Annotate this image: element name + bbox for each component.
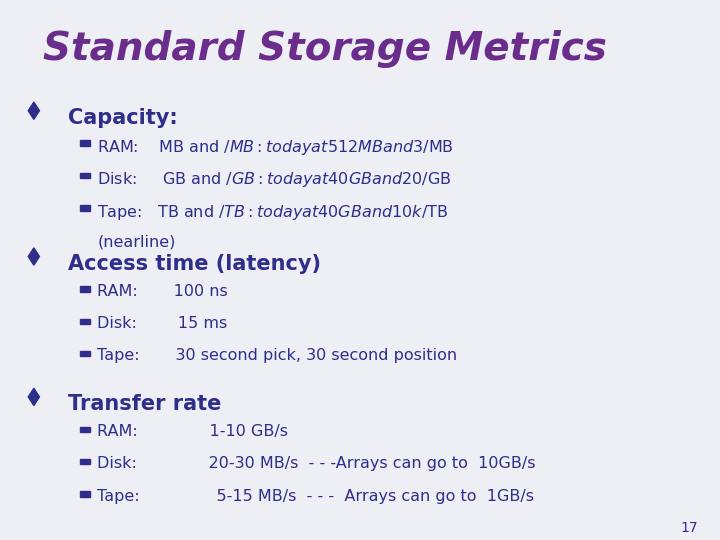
Text: Access time (latency): Access time (latency) [68,254,321,274]
Text: 17: 17 [681,521,698,535]
Polygon shape [80,286,90,292]
Polygon shape [80,173,90,178]
Polygon shape [80,351,90,356]
Text: RAM:    MB and $/MB:  today at  512MB and     3$/MB: RAM: MB and $/MB: today at 512MB and 3$/… [97,138,454,157]
Text: RAM:              1-10 GB/s: RAM: 1-10 GB/s [97,424,288,439]
Polygon shape [80,205,90,211]
Text: Disk:     GB and $/GB:  today at    40GB and   20$/GB: Disk: GB and $/GB: today at 40GB and 20$… [97,170,452,189]
Text: (nearline): (nearline) [97,235,176,250]
Text: Disk:              20-30 MB/s  - - -Arrays can go to  10GB/s: Disk: 20-30 MB/s - - -Arrays can go to 1… [97,456,536,471]
Polygon shape [80,140,90,146]
Text: RAM:       100 ns: RAM: 100 ns [97,284,228,299]
Polygon shape [80,319,90,324]
Text: Capacity:: Capacity: [68,108,178,128]
Polygon shape [28,102,40,119]
Polygon shape [28,388,40,406]
Polygon shape [80,459,90,464]
Text: Tape:               5-15 MB/s  - - -  Arrays can go to  1GB/s: Tape: 5-15 MB/s - - - Arrays can go to 1… [97,489,534,504]
Text: Disk:        15 ms: Disk: 15 ms [97,316,228,331]
Text: Transfer rate: Transfer rate [68,394,222,414]
Text: Tape:   TB and $/TB:  today at    40GB and  10k$/TB: Tape: TB and $/TB: today at 40GB and 10k… [97,202,449,221]
Polygon shape [80,427,90,432]
Polygon shape [80,491,90,497]
Text: Standard Storage Metrics: Standard Storage Metrics [43,30,607,68]
Polygon shape [28,248,40,265]
Text: Tape:       30 second pick, 30 second position: Tape: 30 second pick, 30 second position [97,348,457,363]
